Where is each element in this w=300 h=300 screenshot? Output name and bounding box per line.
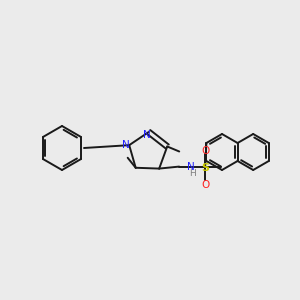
Text: H: H (189, 169, 196, 178)
Text: N: N (143, 130, 151, 140)
Text: N: N (187, 162, 195, 172)
Text: S: S (201, 163, 209, 172)
Text: N: N (122, 140, 130, 150)
Text: O: O (201, 146, 209, 156)
Text: O: O (201, 180, 209, 190)
